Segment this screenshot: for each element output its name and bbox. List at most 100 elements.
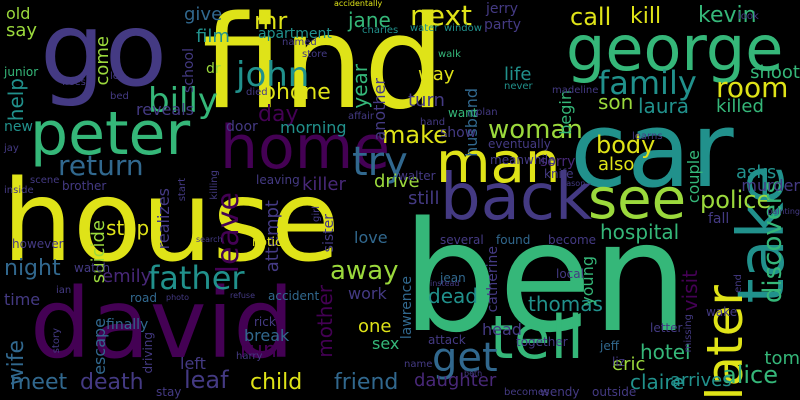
- word-missing: missing: [683, 314, 694, 353]
- word-begin: begin: [556, 90, 575, 135]
- word-charles: charles: [362, 25, 399, 36]
- word-affair: affair: [348, 111, 375, 122]
- word-driving: driving: [141, 332, 155, 374]
- word-apartment: apartment: [258, 26, 332, 42]
- word-leo: leo: [110, 71, 126, 82]
- word-discovers: discovers: [758, 180, 788, 304]
- word-work: work: [348, 284, 387, 303]
- word-wife: wife: [4, 340, 29, 386]
- word-laura: laura: [638, 94, 689, 118]
- word-husband: husband: [462, 88, 481, 157]
- word-however: however: [12, 237, 64, 251]
- word-stay: stay: [156, 385, 182, 399]
- word-ben: ben: [402, 189, 689, 366]
- word-jane: jane: [348, 8, 391, 32]
- word-instead: instead: [430, 279, 460, 288]
- word-local: local: [556, 267, 584, 281]
- word-peter: peter: [30, 99, 191, 169]
- word-left: left: [180, 354, 206, 373]
- word-kevin: kevin: [698, 3, 757, 28]
- word-scene: scene: [30, 175, 60, 186]
- word-painting: painting: [767, 207, 800, 216]
- word-road: road: [130, 291, 157, 305]
- word-love: love: [354, 228, 388, 247]
- word-story: story: [51, 328, 62, 354]
- word-drive: drive: [374, 171, 420, 192]
- word-beth: beth: [464, 369, 483, 378]
- word-dead: dead: [428, 284, 478, 308]
- word-finally: finally: [106, 317, 149, 333]
- word-leave: leave: [211, 192, 246, 274]
- word-help: help: [4, 78, 28, 122]
- word-knife: knife: [544, 167, 574, 181]
- word-flees: flees: [62, 77, 86, 88]
- word-find: find: [202, 0, 445, 138]
- word-couple: couple: [684, 150, 703, 204]
- word-brother: brother: [62, 179, 107, 193]
- word-school: school: [181, 48, 197, 93]
- word-next: next: [410, 0, 473, 32]
- word-go: go: [40, 0, 168, 110]
- word-room: room: [716, 71, 789, 104]
- word-become: become: [548, 233, 597, 247]
- word-refuse: refuse: [230, 291, 256, 300]
- word-time: time: [4, 290, 41, 309]
- word-hospital: hospital: [600, 220, 680, 244]
- word-show: show: [440, 125, 477, 141]
- word-see: see: [588, 167, 687, 232]
- word-search: search: [196, 235, 223, 244]
- word-jean: jean: [440, 271, 466, 285]
- word-back: back: [440, 161, 593, 235]
- word-liz: liz: [612, 355, 625, 369]
- word-fall: fall: [708, 211, 730, 227]
- word-phone: phone: [262, 80, 331, 105]
- word-kill: kill: [630, 4, 662, 29]
- word-letter: letter: [650, 321, 683, 335]
- word-still: still: [408, 188, 440, 209]
- word-sister: sister: [321, 214, 337, 253]
- word-way: way: [418, 64, 455, 85]
- word-jay: jay: [4, 143, 19, 154]
- word-make: make: [382, 121, 448, 149]
- word-friend: friend: [334, 370, 399, 395]
- word-found: found: [496, 233, 531, 247]
- word-arrives: arrives: [670, 370, 732, 391]
- word-party: party: [484, 17, 521, 33]
- word-head: head: [482, 320, 522, 339]
- word-wendy: wendy: [540, 385, 580, 399]
- word-inside: inside: [4, 185, 34, 196]
- word-killing: killing: [209, 170, 220, 200]
- word-alice: alice: [722, 361, 779, 389]
- word-hand: hand: [420, 117, 446, 128]
- word-accident: accident: [268, 289, 320, 303]
- word-return: return: [58, 149, 144, 182]
- word-old: old: [6, 4, 31, 23]
- word-man: man: [436, 131, 561, 196]
- word-david: david: [30, 268, 295, 380]
- word-run: run: [240, 338, 277, 363]
- word-attack: attack: [428, 333, 466, 347]
- word-wake: wake: [706, 305, 738, 319]
- word-turn: turn: [408, 90, 445, 111]
- word-another: another: [370, 78, 389, 141]
- word-killed: killed: [716, 96, 764, 117]
- word-walk: walk: [438, 49, 461, 60]
- word-police: police: [700, 186, 772, 214]
- word-home: home: [220, 113, 391, 183]
- word-mr: mr: [254, 7, 288, 35]
- word-plan: plan: [476, 107, 498, 118]
- word-meet: meet: [10, 370, 68, 395]
- word-together: together: [516, 335, 568, 349]
- word-madeline: madeline: [552, 85, 599, 96]
- word-asks: asks: [736, 162, 777, 183]
- word-name: name: [404, 359, 433, 370]
- word-jerry: jerry: [486, 1, 519, 17]
- word-reveals: reveals: [136, 100, 194, 119]
- word-died: died: [246, 87, 268, 98]
- word-murder: murder: [741, 176, 800, 195]
- word-emily: emily: [102, 266, 152, 287]
- word-day: day: [258, 102, 299, 127]
- word-call: call: [570, 3, 612, 31]
- word-break: break: [244, 326, 290, 345]
- word-several: several: [440, 233, 484, 247]
